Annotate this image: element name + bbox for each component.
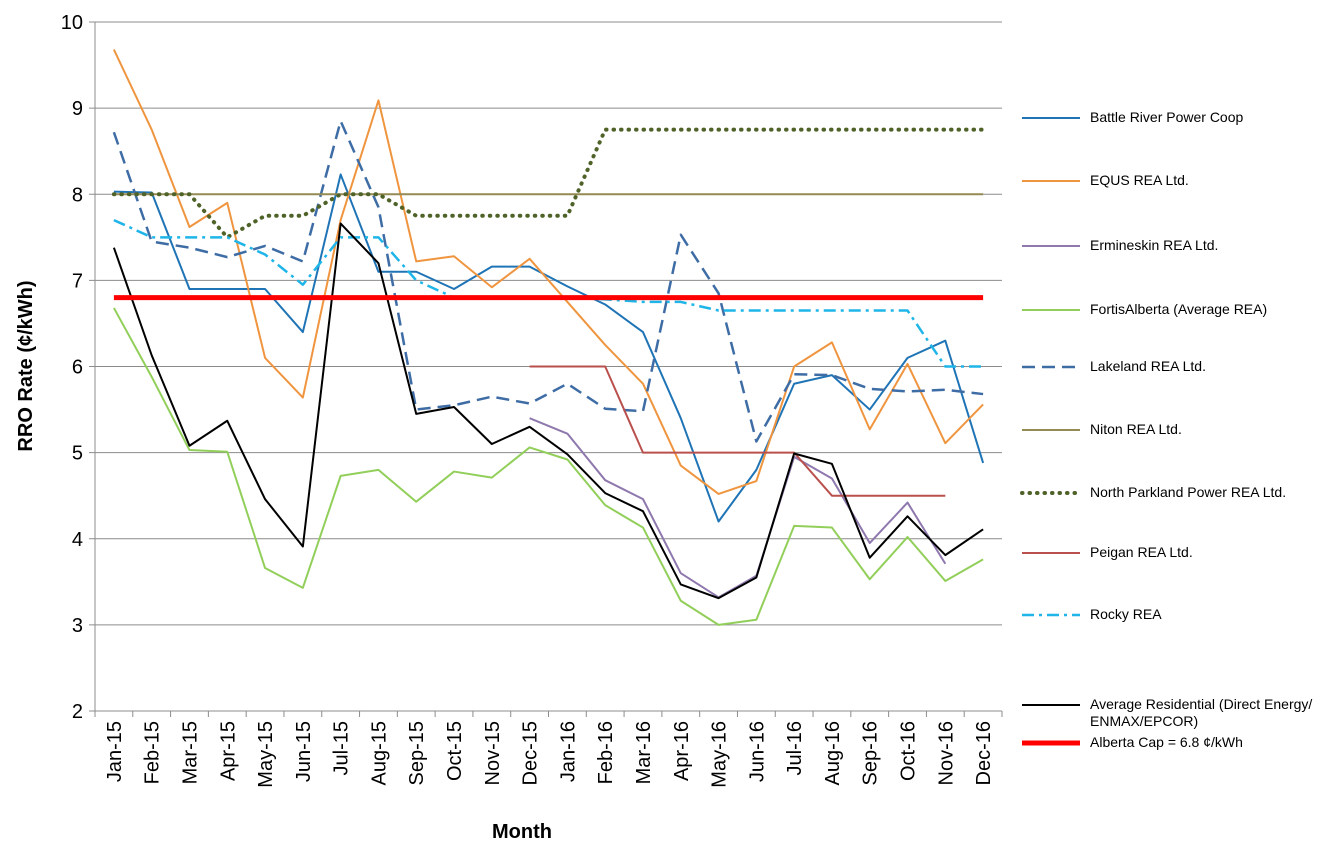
- x-tick-label: Dec-16: [973, 721, 995, 785]
- series-line: [529, 417, 947, 599]
- y-tick-label: 9: [72, 98, 83, 120]
- series-line: [112, 119, 984, 443]
- x-tick-label: Apr-16: [671, 721, 693, 781]
- legend-label: EQUS REA Ltd.: [1090, 172, 1189, 188]
- series-line: [111, 127, 986, 240]
- x-tick-label: Oct-16: [898, 721, 920, 781]
- x-tick-label: Sep-15: [406, 721, 428, 786]
- x-tick-label: May-15: [255, 721, 277, 788]
- series-line: [529, 365, 946, 497]
- y-axis-title: RRO Rate (¢/kWh): [15, 280, 37, 451]
- series-line: [113, 173, 985, 523]
- x-tick-label: Mar-16: [633, 721, 655, 784]
- y-tick-label: 7: [72, 270, 83, 292]
- x-tick-label: Jul-16: [784, 721, 806, 775]
- legend-label: FortisAlberta (Average REA): [1090, 301, 1268, 317]
- x-tick-label: Jul-15: [331, 721, 353, 775]
- x-tick-label: Aug-15: [368, 721, 390, 786]
- x-tick-label: Jan-15: [104, 721, 126, 782]
- x-tick-label: Aug-16: [822, 721, 844, 786]
- series-line: [112, 222, 984, 600]
- x-tick-label: Jan-16: [557, 721, 579, 782]
- x-tick-label: Jun-16: [746, 721, 768, 782]
- x-tick-label: Jun-15: [293, 721, 315, 782]
- x-tick-label: Apr-15: [217, 721, 239, 781]
- y-tick-label: 6: [72, 357, 83, 379]
- y-tick-label: 10: [61, 12, 83, 34]
- x-tick-label: Mar-15: [179, 721, 201, 784]
- y-tick-label: 3: [72, 615, 83, 637]
- legend-label: Ermineskin REA Ltd.: [1090, 237, 1219, 253]
- x-tick-label: Nov-16: [935, 721, 957, 785]
- legend-label: Average Residential (Direct Energy/ ENMA…: [1090, 696, 1313, 729]
- legend-label: Battle River Power Coop: [1090, 109, 1244, 125]
- series-line: [113, 307, 984, 626]
- legend-label: Lakeland REA Ltd.: [1090, 358, 1206, 374]
- x-tick-label: May-16: [709, 721, 731, 788]
- x-tick-label: Sep-16: [860, 721, 882, 786]
- x-tick-label: Dec-15: [520, 721, 542, 785]
- y-tick-label: 8: [72, 184, 83, 206]
- y-tick-label: 5: [72, 443, 83, 465]
- legend-label: North Parkland Power REA Ltd.: [1090, 484, 1287, 500]
- x-tick-label: Oct-15: [444, 721, 466, 781]
- series-line: [112, 49, 984, 495]
- x-tick-label: Feb-16: [595, 721, 617, 784]
- x-axis-title: Month: [492, 821, 552, 843]
- legend-label: Peigan REA Ltd.: [1090, 544, 1193, 560]
- x-tick-label: Feb-15: [142, 721, 164, 784]
- series-line: [113, 218, 984, 368]
- legend-label: Alberta Cap = 6.8 ¢/kWh: [1090, 734, 1243, 750]
- legend-label: Rocky REA: [1090, 606, 1162, 622]
- y-tick-label: 2: [72, 701, 83, 723]
- x-tick-label: Nov-15: [482, 721, 504, 785]
- legend-label: Niton REA Ltd.: [1090, 421, 1182, 437]
- y-tick-label: 4: [72, 529, 83, 551]
